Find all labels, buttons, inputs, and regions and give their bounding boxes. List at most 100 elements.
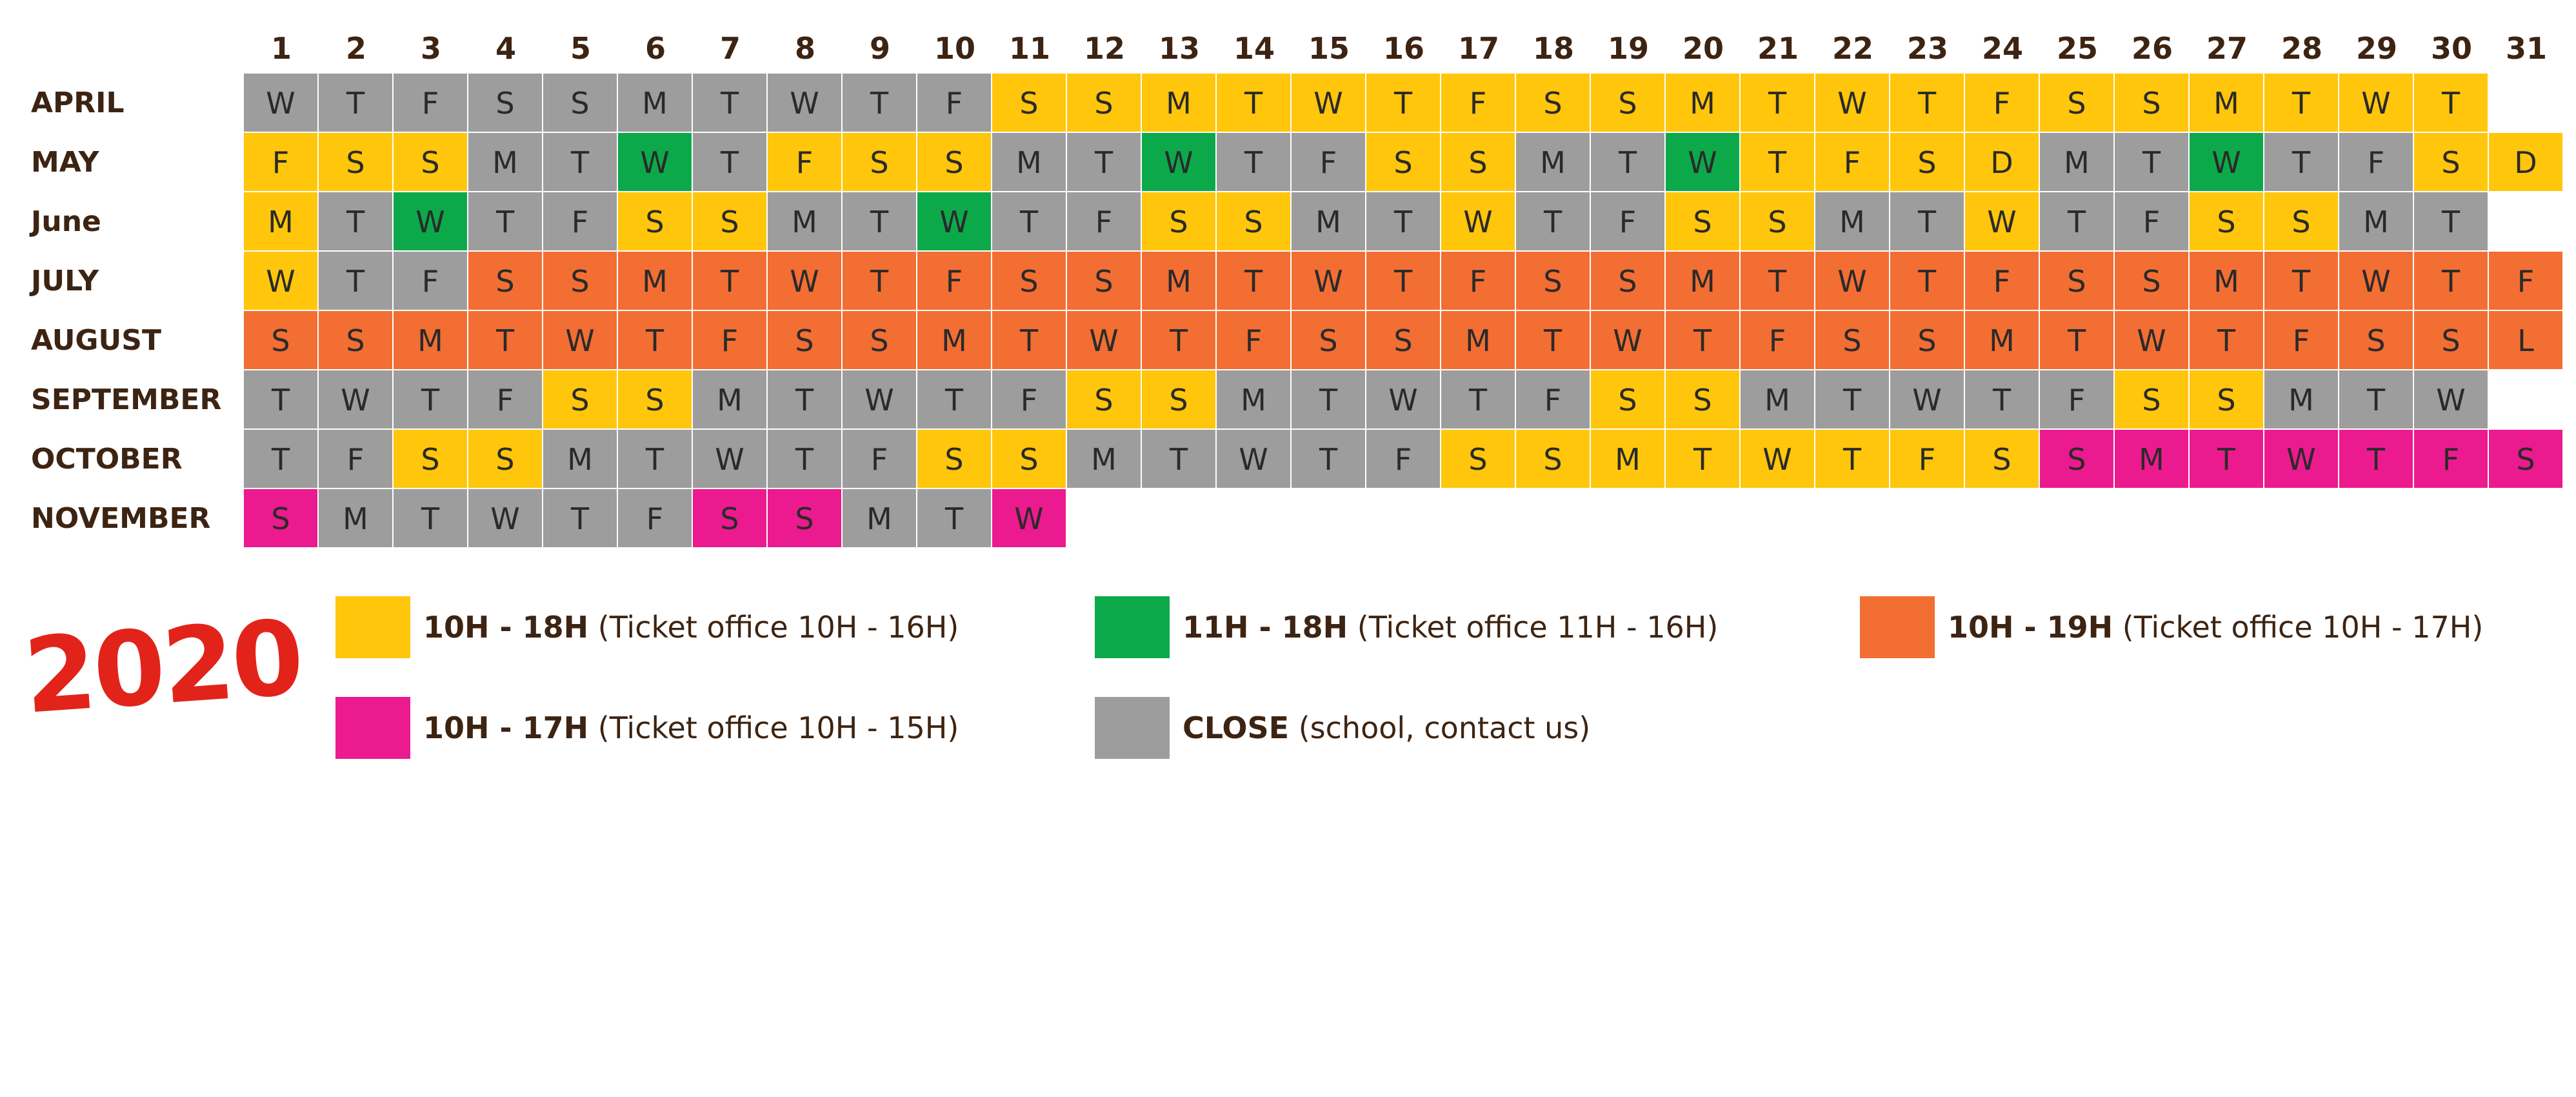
day-cell: T [2414, 192, 2489, 252]
day-cell: S [1142, 192, 1217, 252]
day-cell: S [1067, 74, 1142, 133]
day-cell: F [2040, 370, 2115, 430]
day-cell: M [768, 192, 843, 252]
day-cell: W [1441, 192, 1516, 252]
day-cell: T [2414, 252, 2489, 311]
day-number-header: 1 [270, 31, 292, 66]
day-cell: S [2414, 311, 2489, 370]
day-cell: T [2264, 74, 2339, 133]
day-cell: M [1067, 430, 1142, 489]
day-cell: F [992, 370, 1067, 430]
day-cell: T [1666, 311, 1741, 370]
day-cell: T [1441, 370, 1516, 430]
day-cell: W [1965, 192, 2040, 252]
day-cell: S [2040, 252, 2115, 311]
day-number-header: 29 [2355, 31, 2397, 66]
day-cell: F [1965, 74, 2040, 133]
day-cell: T [1217, 74, 1292, 133]
day-cell: T [992, 192, 1067, 252]
day-cell: M [1516, 133, 1591, 192]
day-cell: S [1890, 133, 1965, 192]
opening-calendar: 1 2 3 4 5 6 7 8 9 10 11 12 13 14 15 16 17 18 19 20 21 22 23 24 2… [31, 31, 2564, 548]
day-cell: T [2190, 311, 2264, 370]
day-number-header: 30 [2430, 31, 2472, 66]
day-cell: T [2339, 370, 2414, 430]
day-cell: S [2115, 252, 2190, 311]
day-cell: W [394, 192, 468, 252]
legend-label: 11H - 18H (Ticket office 11H - 16H) [1183, 596, 1718, 658]
day-cell: F [1067, 192, 1142, 252]
day-cell: W [1292, 252, 1366, 311]
day-cell: M [1815, 192, 1890, 252]
day-cell: M [1965, 311, 2040, 370]
day-cell: T [468, 311, 543, 370]
day-cell: T [1142, 430, 1217, 489]
day-number-header: 10 [934, 31, 975, 66]
day-cell: T [768, 370, 843, 430]
day-cell: T [394, 489, 468, 548]
day-number-header: 17 [1457, 31, 1499, 66]
day-cell: S [843, 133, 917, 192]
legend-swatch [335, 596, 410, 658]
legend-note: (school, contact us) [1289, 710, 1591, 745]
day-cell: T [1516, 192, 1591, 252]
day-cell: S [2339, 311, 2414, 370]
day-cell: F [2489, 252, 2564, 311]
day-cell: W [2339, 74, 2414, 133]
day-cell: M [1441, 311, 1516, 370]
day-cell: S [1516, 74, 1591, 133]
month-label: MAY [31, 146, 99, 179]
day-cell: T [319, 252, 394, 311]
day-cell: F [394, 252, 468, 311]
day-number-header: 4 [495, 31, 516, 66]
day-cell: T [1142, 311, 1217, 370]
day-cell: T [2264, 133, 2339, 192]
day-cell: T [917, 489, 992, 548]
day-cell: F [2339, 133, 2414, 192]
legend-swatch [335, 697, 410, 759]
day-cell: S [468, 252, 543, 311]
day-cell: T [543, 133, 618, 192]
day-number-header: 24 [1981, 31, 2023, 66]
day-cell: F [693, 311, 768, 370]
day-cell: W [1890, 370, 1965, 430]
day-cell: T [992, 311, 1067, 370]
day-number-header: 19 [1607, 31, 1649, 66]
day-cell: T [618, 430, 693, 489]
day-cell: T [693, 133, 768, 192]
day-cell: W [1815, 74, 1890, 133]
day-cell: F [1292, 133, 1366, 192]
day-cell: S [2264, 192, 2339, 252]
day-cell: T [2264, 252, 2339, 311]
day-number-header: 15 [1308, 31, 1350, 66]
day-number-header: 27 [2206, 31, 2248, 66]
day-cell: T [2414, 74, 2489, 133]
day-cell: T [843, 252, 917, 311]
day-cell: S [618, 192, 693, 252]
day-cell: F [319, 430, 394, 489]
legend-swatch [1095, 697, 1170, 759]
day-cell: M [468, 133, 543, 192]
day-cell: W [2115, 311, 2190, 370]
day-cell: M [843, 489, 917, 548]
legend-label: 10H - 19H (Ticket office 10H - 17H) [1948, 596, 2483, 658]
day-cell: M [1142, 74, 1217, 133]
legend-hours: 11H - 18H [1183, 610, 1348, 645]
day-cell: T [1890, 192, 1965, 252]
day-cell: S [543, 252, 618, 311]
day-number-header: 9 [869, 31, 890, 66]
day-cell: M [693, 370, 768, 430]
day-cell: S [1741, 192, 1815, 252]
day-number-header: 31 [2505, 31, 2547, 66]
day-cell: M [2190, 252, 2264, 311]
day-cell: M [244, 192, 319, 252]
day-number-header: 16 [1383, 31, 1424, 66]
legend-swatch [1860, 596, 1935, 658]
day-cell: F [2414, 430, 2489, 489]
day-cell: W [618, 133, 693, 192]
day-cell: T [1741, 252, 1815, 311]
day-cell: S [1067, 370, 1142, 430]
day-cell: W [2264, 430, 2339, 489]
day-cell: T [1292, 370, 1366, 430]
month-label: NOVEMBER [31, 502, 211, 535]
